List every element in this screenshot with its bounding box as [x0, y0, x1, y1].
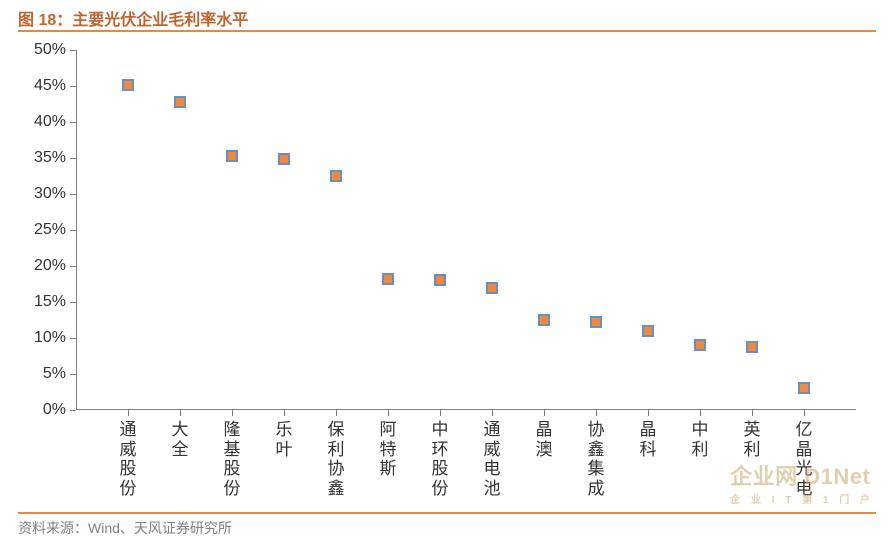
data-point — [330, 170, 342, 182]
y-axis — [76, 50, 77, 410]
source-rule — [18, 512, 876, 514]
x-category-label: 通威股份 — [120, 410, 137, 498]
data-point — [694, 339, 706, 351]
y-tick-label: 5% — [43, 365, 76, 383]
chart-title: 图 18：主要光伏企业毛利率水平 — [18, 6, 248, 30]
figure-container: 图 18：主要光伏企业毛利率水平 0%5%10%15%20%25%30%35%4… — [0, 0, 894, 546]
data-point — [798, 382, 810, 394]
x-category-label: 大全 — [172, 410, 189, 459]
watermark: 企业网 D1Net 企 业 I T 第 1 门 户 — [730, 459, 874, 506]
data-point — [278, 153, 290, 165]
x-category-label: 阿特斯 — [380, 410, 397, 479]
x-category-label: 晶科 — [640, 410, 657, 459]
y-tick-label: 45% — [34, 77, 76, 95]
x-category-label: 中利 — [692, 410, 709, 459]
data-point — [434, 274, 446, 286]
data-point — [174, 96, 186, 108]
chart-plot-area: 0%5%10%15%20%25%30%35%40%45%50%通威股份大全隆基股… — [76, 50, 856, 410]
y-tick-label: 40% — [34, 113, 76, 131]
x-axis — [76, 409, 856, 410]
data-point — [382, 273, 394, 285]
x-category-label: 协鑫集成 — [588, 410, 605, 498]
data-point — [486, 282, 498, 294]
title-rule — [18, 30, 876, 32]
data-point — [746, 341, 758, 353]
watermark-sub: 企 业 I T 第 1 门 户 — [730, 491, 874, 506]
y-tick-label: 10% — [34, 329, 76, 347]
watermark-main: 企业网 D1Net — [730, 459, 874, 491]
y-tick-label: 50% — [34, 41, 76, 59]
y-tick-label: 35% — [34, 149, 76, 167]
x-category-label: 隆基股份 — [224, 410, 241, 498]
data-point — [226, 150, 238, 162]
y-tick-label: 0% — [43, 401, 76, 419]
data-point — [590, 316, 602, 328]
source-citation: 资料来源：Wind、天风证券研究所 — [18, 518, 232, 538]
x-category-label: 乐叶 — [276, 410, 293, 459]
data-point — [122, 79, 134, 91]
x-category-label: 通威电池 — [484, 410, 501, 498]
y-tick-label: 15% — [34, 293, 76, 311]
y-tick-label: 25% — [34, 221, 76, 239]
x-category-label: 晶澳 — [536, 410, 553, 459]
x-category-label: 中环股份 — [432, 410, 449, 498]
x-category-label: 英利 — [744, 410, 761, 459]
data-point — [538, 314, 550, 326]
y-tick-label: 20% — [34, 257, 76, 275]
data-point — [642, 325, 654, 337]
y-tick-label: 30% — [34, 185, 76, 203]
x-category-label: 保利协鑫 — [328, 410, 345, 498]
